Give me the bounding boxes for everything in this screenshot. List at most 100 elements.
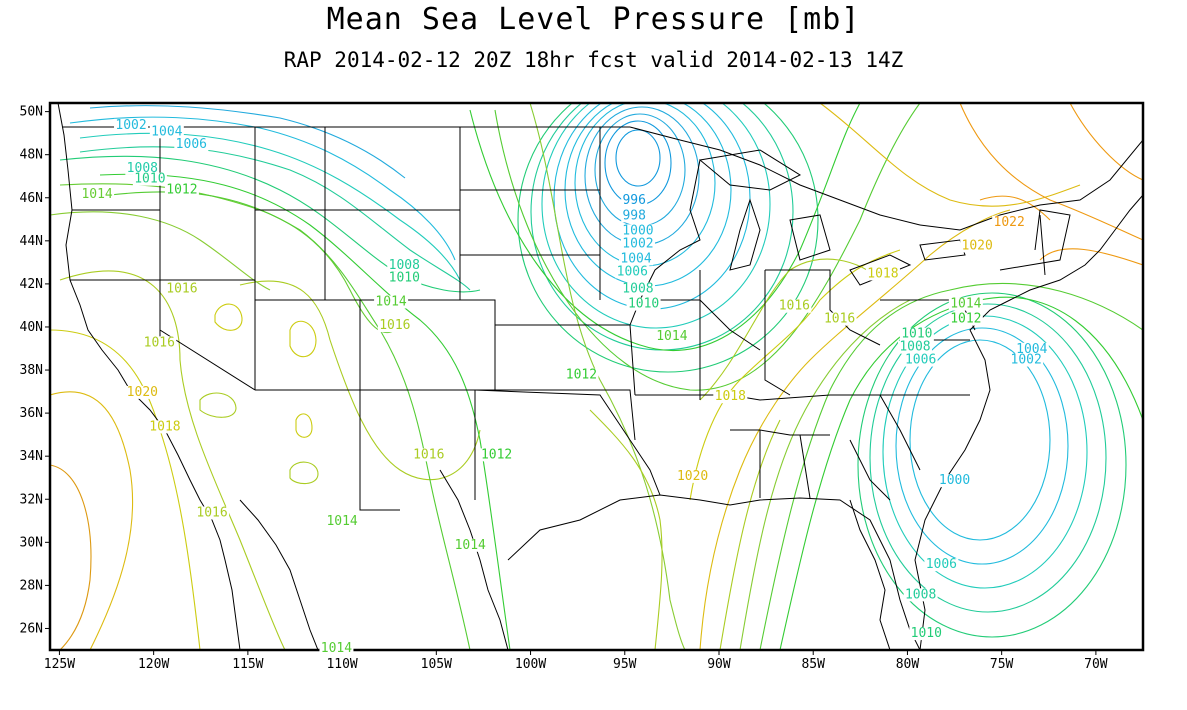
lon-tick-label: 105W: [421, 657, 452, 672]
contour-label-bg: [713, 390, 748, 404]
isobar-label: 1022: [994, 215, 1025, 230]
contour-label-bg: [387, 271, 422, 285]
lon-tick-label: 115W: [232, 657, 263, 672]
lat-tick-label: 28N: [20, 578, 43, 593]
contour-label-bg: [621, 209, 648, 223]
contour-label-bg: [948, 297, 983, 311]
isobar-label: 998: [622, 208, 645, 223]
lat-tick-label: 34N: [20, 449, 43, 464]
isobar-label: 1016: [144, 335, 175, 350]
contour-label-bg: [114, 118, 149, 132]
contour-label-bg: [142, 336, 177, 350]
isobar-label: 1018: [867, 266, 898, 281]
lon-tick-label: 90W: [707, 657, 731, 672]
isobar-label: 1006: [926, 557, 957, 572]
lon-tick-label: 80W: [896, 657, 920, 672]
isobar-label: 1020: [962, 238, 993, 253]
lat-tick-label: 46N: [20, 191, 43, 206]
isobar-label: 1004: [1016, 342, 1047, 357]
contour-label-bg: [1014, 342, 1049, 356]
contour-label-bg: [897, 340, 932, 354]
contour-label-bg: [615, 265, 650, 279]
isobar-label: 1016: [196, 505, 227, 520]
contour-label-bg: [619, 252, 654, 266]
contour-label-bg: [948, 312, 983, 326]
isobar-label: 1008: [899, 340, 930, 355]
isobar-label: 1014: [321, 641, 352, 656]
isobar-label: 1016: [379, 318, 410, 333]
lat-tick-label: 42N: [20, 277, 43, 292]
contour-label-bg: [626, 297, 661, 311]
isobar-label: 1002: [622, 236, 653, 251]
lon-tick-label: 85W: [801, 657, 825, 672]
isobar-label: 1008: [389, 258, 420, 273]
contour-label-bg: [924, 558, 959, 572]
contour-label-bg: [903, 353, 938, 367]
lat-tick-label: 26N: [20, 621, 43, 636]
isobar-label: 1020: [677, 469, 708, 484]
contour-label-bg: [164, 282, 199, 296]
isobar-label: 1010: [901, 327, 932, 342]
contour-label-bg: [675, 469, 710, 483]
contour-label-bg: [325, 515, 360, 529]
contour-label-bg: [654, 329, 689, 343]
contour-label-bg: [387, 258, 422, 272]
contour-label-bg: [149, 125, 184, 139]
isobar-label: 1014: [375, 294, 406, 309]
isobar-label: 1018: [715, 389, 746, 404]
contour-label-bg: [620, 237, 655, 251]
contour-label-bg: [164, 183, 199, 197]
contour-label-bg: [374, 295, 409, 309]
lat-tick-label: 40N: [20, 320, 43, 335]
contour-label-bg: [960, 239, 995, 253]
contour-label-bg: [147, 420, 182, 434]
lat-tick-label: 38N: [20, 363, 43, 378]
isobar-label: 1000: [939, 473, 970, 488]
contour-label-bg: [80, 187, 115, 201]
isobar-label: 1016: [413, 447, 444, 462]
contour-label-bg: [822, 312, 857, 326]
contour-label-bg: [777, 299, 812, 313]
lat-tick-label: 44N: [20, 234, 43, 249]
isobar-label: 1006: [617, 264, 648, 279]
isobar-label: 1014: [950, 297, 981, 312]
contour-label-bg: [865, 267, 900, 281]
isobar-label: 1008: [127, 161, 158, 176]
isobar-label: 996: [622, 193, 645, 208]
map-title: Mean Sea Level Pressure [mb]: [326, 2, 861, 37]
contour-label-bg: [377, 319, 412, 333]
contour-label-bg: [453, 538, 488, 552]
lon-tick-label: 95W: [613, 657, 637, 672]
isobar-label: 1010: [628, 297, 659, 312]
lat-tick-label: 36N: [20, 406, 43, 421]
map-subtitle: RAP 2014-02-12 20Z 18hr fcst valid 2014-…: [283, 48, 904, 72]
contour-label-bg: [174, 138, 209, 152]
isobar-layer: [50, 103, 1143, 650]
contour-label-bg: [125, 161, 160, 175]
contour-label-bg: [195, 506, 230, 520]
isobar-label: 1014: [326, 514, 357, 529]
lat-tick-label: 48N: [20, 148, 43, 163]
contour-label-bg: [937, 474, 972, 488]
isobar-label: 1014: [81, 187, 112, 202]
plot-frame: [48, 101, 1145, 652]
contour-label-bg: [564, 368, 599, 382]
isobar-label: 1012: [481, 447, 512, 462]
lat-tick-label: 32N: [20, 492, 43, 507]
isobar-label: 1014: [455, 538, 486, 553]
contour-label-bg: [319, 642, 354, 656]
isobar-label: 1008: [622, 282, 653, 297]
lon-tick-label: 75W: [990, 657, 1014, 672]
contour-label-bg: [620, 282, 655, 296]
isobar-label: 1016: [779, 299, 810, 314]
isobar-label: 1006: [905, 353, 936, 368]
lat-tick-label: 30N: [20, 535, 43, 550]
isobar-label: 1004: [151, 124, 182, 139]
contour-label-bg: [125, 385, 160, 399]
isobar-label: 1010: [911, 626, 942, 641]
lon-tick-label: 70W: [1084, 657, 1108, 672]
contour-label-bg: [899, 327, 934, 341]
lon-tick-label: 100W: [515, 657, 546, 672]
